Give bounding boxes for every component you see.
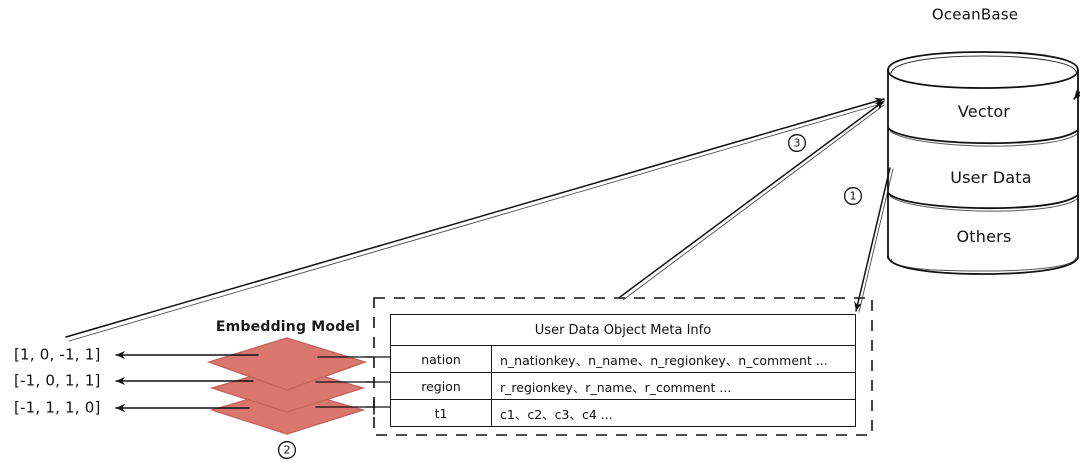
embedding-model-label: Embedding Model: [215, 319, 361, 335]
arrow-db-to-table: [854, 167, 894, 313]
step-marker-3: 3: [788, 134, 807, 153]
database-cylinder: [887, 51, 1079, 275]
circle-outline-icon: [278, 441, 296, 459]
table-cell-object-name: t1: [390, 399, 492, 427]
connectors-table-to-embedding: [315, 356, 391, 415]
table-cell-object-name: nation: [390, 345, 492, 373]
db-section-label-vector: Vector: [957, 102, 1011, 121]
table-cell-object-columns: c1、c2、c3、c4 ...: [491, 399, 856, 427]
user-data-object-meta-info-table: User Data Object Meta Info nation n_nati…: [390, 314, 856, 427]
dashed-container-box: [373, 297, 873, 436]
vector-output-2: [-1, 1, 1, 0]: [14, 398, 101, 417]
step-marker-2-number: 2: [283, 443, 291, 457]
embedding-layer-1: [206, 337, 368, 391]
table-row: region r_regionkey、r_name、r_comment ...: [390, 372, 856, 400]
step-marker-3-number: 3: [793, 136, 801, 150]
table-cell-object-name: region: [390, 372, 492, 400]
db-section-label-others: Others: [956, 227, 1012, 246]
table-cell-object-columns: r_regionkey、r_name、r_comment ...: [491, 372, 856, 400]
table-header-label: User Data Object Meta Info: [390, 314, 856, 346]
embedding-model-layers: [206, 337, 368, 435]
circle-outline-icon: [844, 187, 862, 205]
table-row: nation n_nationkey、n_name、n_regionkey、n_…: [390, 345, 856, 373]
circle-outline-icon: [788, 134, 806, 152]
table-header-row: User Data Object Meta Info: [390, 314, 856, 346]
table-row: t1 c1、c2、c3、c4 ...: [390, 399, 856, 427]
page-title: OceanBase: [931, 5, 1019, 24]
step-marker-1-number: 1: [849, 189, 857, 203]
vector-output-1: [-1, 0, 1, 1]: [14, 371, 101, 390]
step-marker-1: 1: [844, 187, 863, 206]
db-section-label-user-data: User Data: [950, 168, 1032, 187]
arrow-vector-to-db: [65, 97, 885, 342]
arrows-embedding-to-vectors: [115, 350, 259, 413]
vector-output-0: [1, 0, -1, 1]: [14, 345, 101, 364]
table-cell-object-columns: n_nationkey、n_name、n_regionkey、n_comment…: [491, 345, 856, 373]
step-marker-2: 2: [278, 441, 297, 460]
arrow-metainfo-to-db: [619, 100, 885, 301]
arrow-external-into-db: [1073, 89, 1080, 100]
